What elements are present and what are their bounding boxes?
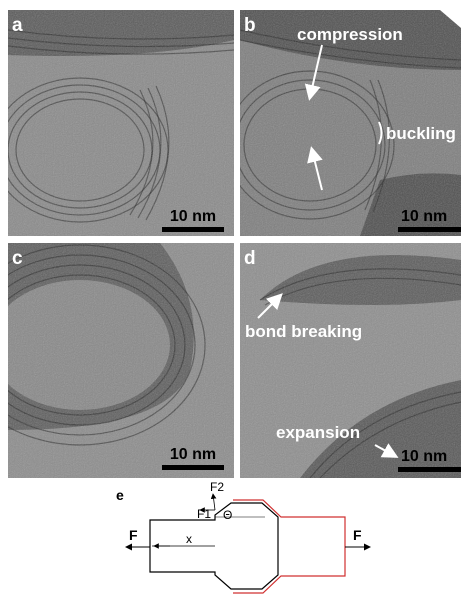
f2-arrow [213,494,215,510]
expanded-shape [233,500,345,593]
panel-c-image [0,243,234,478]
scale-bar-label: 10 nm [170,208,216,225]
panel-label: d [244,248,256,269]
panel-d-image [240,243,461,478]
force-label: F [129,527,138,543]
f1-label: F1 [197,507,211,521]
force-label: F [353,527,362,543]
scale-bar-label: 10 nm [170,446,216,463]
page: {"panels": [ {"label": "a", "scale_bar":… [0,0,461,595]
f2-label: F2 [210,480,224,494]
x-label: x [186,532,192,546]
scale-bar-label: 10 nm [401,208,447,225]
panel-label: c [12,248,23,269]
panel-label: e [116,487,124,503]
scale-bar [398,227,461,232]
panel-a-image [0,10,234,236]
theta-label: Θ [223,508,232,522]
scale-bar [398,467,461,472]
scale-bar-label: 10 nm [401,448,447,465]
annotation: expansion [276,423,360,442]
panel-label: b [244,15,256,36]
annotation: compression [297,25,403,44]
scale-bar [162,465,224,470]
scale-bar [162,227,224,232]
annotation: buckling [386,124,456,143]
panel-label: a [12,15,23,36]
annotation: bond breaking [245,322,362,341]
figure: a 10 nm b compression buckling 10 nm c 1… [0,0,461,595]
